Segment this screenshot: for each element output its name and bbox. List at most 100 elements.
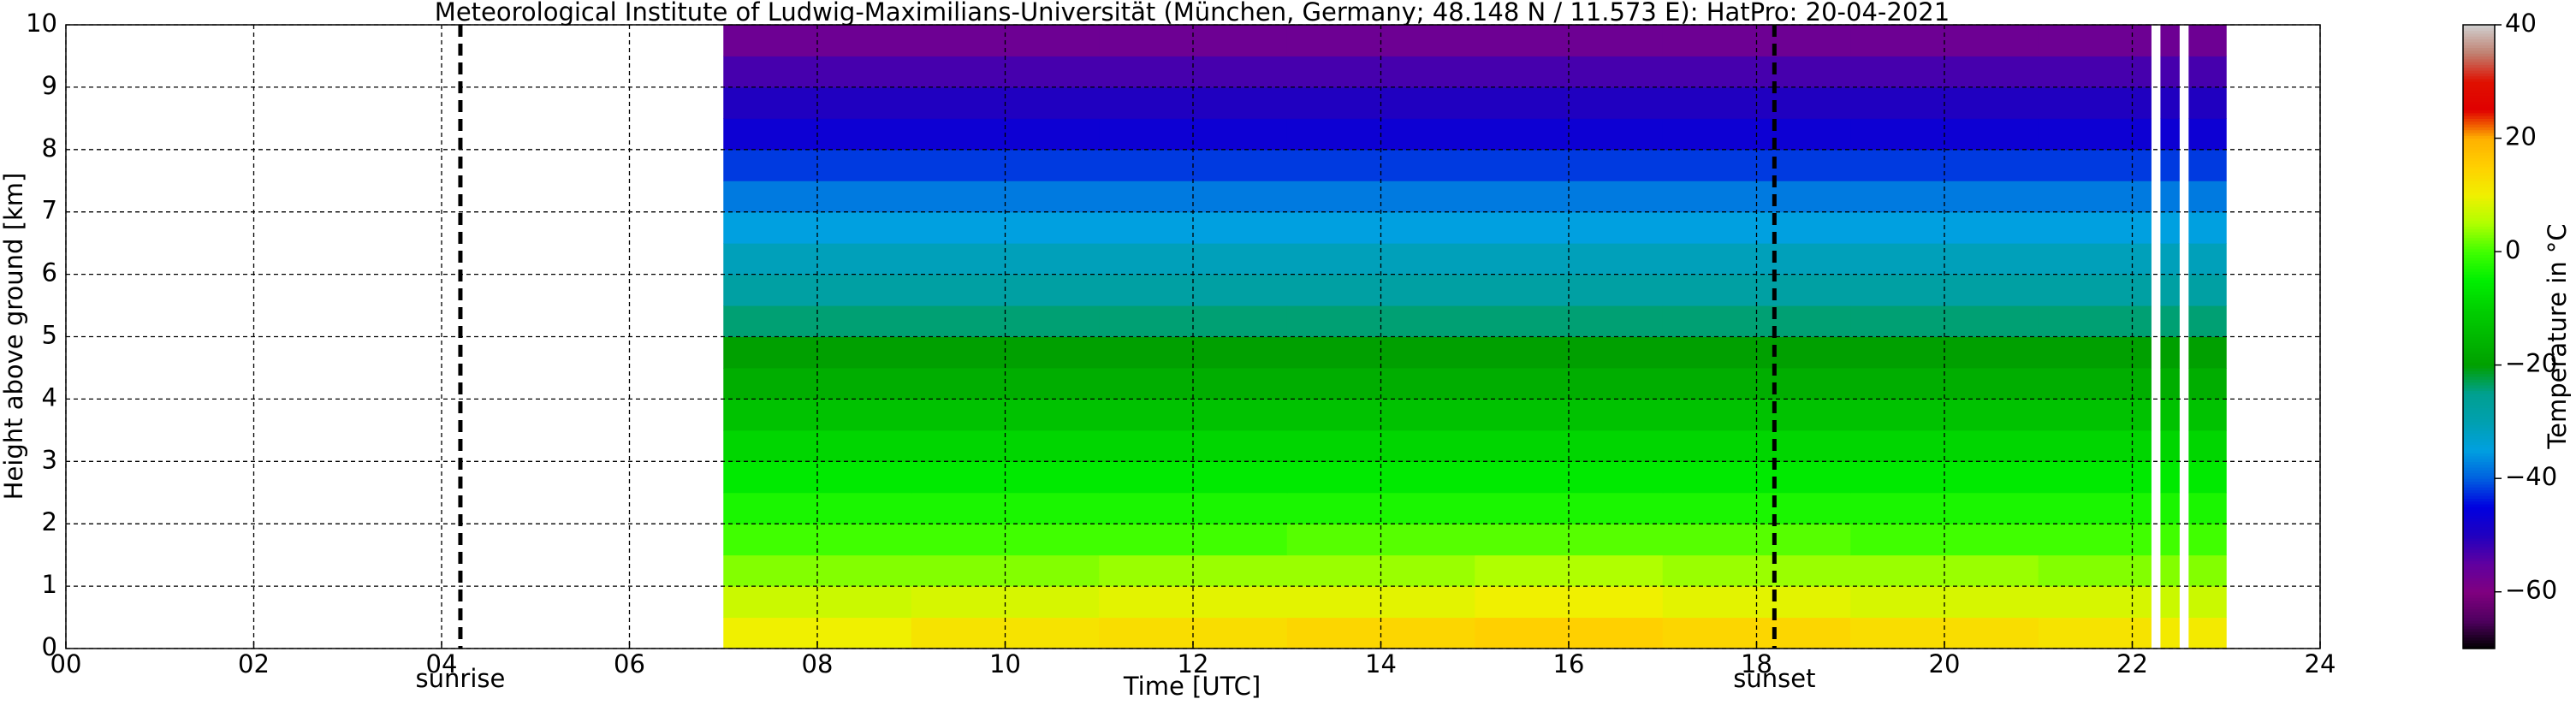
colorbar-segment bbox=[2463, 276, 2495, 281]
colorbar-segment bbox=[2463, 110, 2495, 114]
heatmap-cell bbox=[2160, 492, 2180, 524]
colorbar-segment bbox=[2463, 339, 2495, 343]
y-tick-label: 3 bbox=[42, 445, 57, 474]
colorbar-segment bbox=[2463, 203, 2495, 207]
y-tick-label: 2 bbox=[42, 507, 57, 536]
colorbar-segment bbox=[2463, 515, 2495, 519]
colorbar-segment bbox=[2463, 317, 2495, 321]
heatmap-cell bbox=[2188, 211, 2227, 244]
colorbar-segment bbox=[2463, 186, 2495, 190]
colorbar-segment bbox=[2463, 595, 2495, 598]
heatmap-cell bbox=[2160, 211, 2180, 244]
colorbar-segment bbox=[2463, 628, 2495, 632]
colorbar-segment bbox=[2463, 373, 2495, 377]
colorbar-segment bbox=[2463, 444, 2495, 448]
colorbar-segment bbox=[2463, 330, 2495, 335]
colorbar-segment bbox=[2463, 81, 2495, 86]
colorbar-segment bbox=[2463, 47, 2495, 51]
colorbar-segment bbox=[2463, 396, 2495, 400]
colorbar-segment bbox=[2463, 118, 2495, 122]
heatmap-cell bbox=[2038, 274, 2152, 306]
colorbar-segment bbox=[2463, 144, 2495, 148]
colorbar-segment bbox=[2463, 362, 2495, 366]
colorbar-segment bbox=[2463, 390, 2495, 394]
colorbar-segment bbox=[2463, 382, 2495, 386]
colorbar-segment bbox=[2463, 129, 2495, 133]
heatmap-cell bbox=[2038, 181, 2152, 213]
colorbar-segment bbox=[2463, 441, 2495, 446]
x-tick-label: 06 bbox=[614, 649, 645, 678]
y-tick-label: 5 bbox=[42, 321, 57, 350]
colorbar-segment bbox=[2463, 614, 2495, 619]
colorbar-segment bbox=[2463, 325, 2495, 329]
colorbar-segment bbox=[2463, 625, 2495, 630]
heatmap-cell bbox=[2160, 243, 2180, 275]
colorbar-segment bbox=[2463, 541, 2495, 544]
heatmap-cell bbox=[2160, 305, 2180, 337]
colorbar-tick-label: 20 bbox=[2505, 122, 2537, 151]
colorbar-segment bbox=[2463, 135, 2495, 139]
heatmap-cell bbox=[2038, 149, 2152, 181]
heatmap-cell bbox=[2188, 336, 2227, 369]
colorbar-segment bbox=[2463, 606, 2495, 610]
heatmap-cell bbox=[2038, 586, 2152, 619]
y-axis-label: Height above ground [km] bbox=[0, 173, 28, 501]
colorbar-segment bbox=[2463, 640, 2495, 643]
y-tick-label: 6 bbox=[42, 258, 57, 287]
heatmap-cell bbox=[2160, 86, 2180, 119]
colorbar-segment bbox=[2463, 483, 2495, 488]
colorbar-segment bbox=[2463, 589, 2495, 593]
colorbar-segment bbox=[2463, 231, 2495, 235]
colorbar-segment bbox=[2463, 478, 2495, 483]
heatmap-cell bbox=[2160, 399, 2180, 431]
colorbar-segment bbox=[2463, 586, 2495, 590]
x-axis-label: Time [UTC] bbox=[1123, 672, 1261, 701]
x-tick-label: 22 bbox=[2116, 649, 2148, 678]
colorbar-segment bbox=[2463, 280, 2495, 284]
colorbar-segment bbox=[2463, 552, 2495, 556]
colorbar-segment bbox=[2463, 50, 2495, 54]
colorbar-segment bbox=[2463, 146, 2495, 151]
colorbar-segment bbox=[2463, 532, 2495, 536]
colorbar-segment bbox=[2463, 172, 2495, 176]
heatmap-cell bbox=[2188, 492, 2227, 524]
colorbar-segment bbox=[2463, 336, 2495, 341]
colorbar-segment bbox=[2463, 384, 2495, 388]
colorbar-segment bbox=[2463, 623, 2495, 627]
colorbar-segment bbox=[2463, 263, 2495, 267]
colorbar-segment bbox=[2463, 410, 2495, 414]
heatmap-cell bbox=[2160, 461, 2180, 494]
colorbar-segment bbox=[2463, 152, 2495, 157]
colorbar-segment bbox=[2463, 265, 2495, 270]
colorbar-segment bbox=[2463, 509, 2495, 513]
colorbar-segment bbox=[2463, 78, 2495, 82]
colorbar-segment bbox=[2463, 189, 2495, 193]
colorbar-frame bbox=[2462, 24, 2496, 649]
colorbar-segment bbox=[2463, 347, 2495, 352]
colorbar-segment bbox=[2463, 252, 2495, 256]
x-tick-label: 24 bbox=[2305, 649, 2336, 678]
colorbar-segment bbox=[2463, 194, 2495, 198]
colorbar-segment bbox=[2463, 62, 2495, 65]
colorbar-segment bbox=[2463, 546, 2495, 550]
colorbar-segment bbox=[2463, 177, 2495, 181]
colorbar-segment bbox=[2463, 41, 2495, 45]
colorbar-segment bbox=[2463, 611, 2495, 615]
x-tick-label: 12 bbox=[1178, 649, 1209, 678]
heatmap-cell bbox=[2188, 617, 2227, 649]
x-tick-label: 00 bbox=[50, 649, 82, 678]
colorbar-segment bbox=[2463, 30, 2495, 34]
colorbar-segment bbox=[2463, 393, 2495, 397]
colorbar-segment bbox=[2463, 217, 2495, 222]
colorbar-segment bbox=[2463, 597, 2495, 601]
colorbar-segment bbox=[2463, 461, 2495, 465]
colorbar-segment bbox=[2463, 157, 2495, 162]
colorbar-segment bbox=[2463, 56, 2495, 60]
colorbar-segment bbox=[2463, 450, 2495, 453]
colorbar-segment bbox=[2463, 211, 2495, 216]
heatmap-cell bbox=[2160, 554, 2180, 587]
colorbar-segment bbox=[2463, 198, 2495, 202]
heatmap-cell bbox=[2038, 367, 2152, 400]
colorbar-segment bbox=[2463, 518, 2495, 522]
colorbar-segment bbox=[2463, 560, 2495, 565]
